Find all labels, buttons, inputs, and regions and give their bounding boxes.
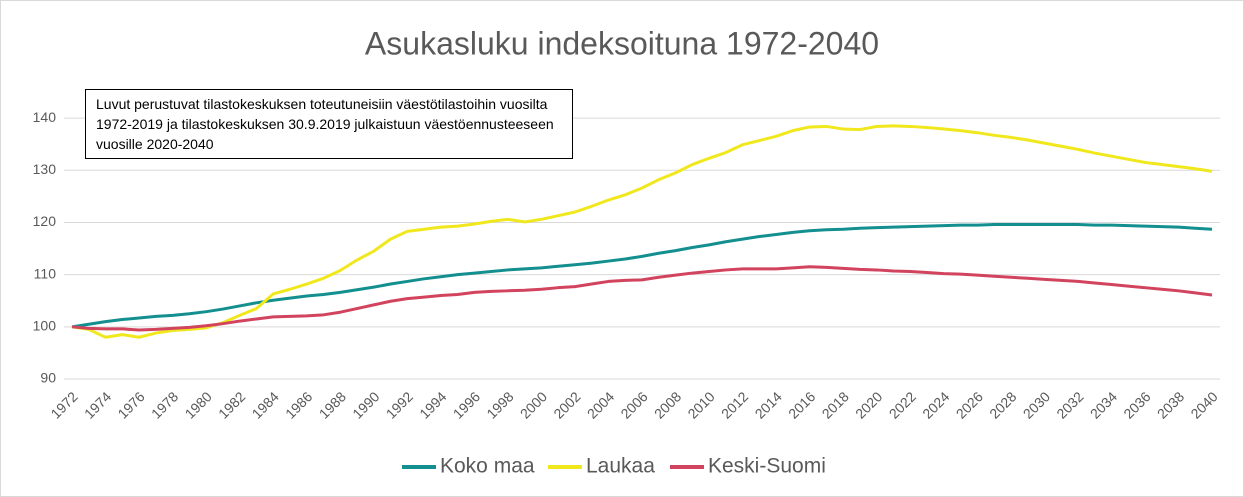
legend-label: Laukaa (586, 455, 655, 478)
legend-label: Keski-Suomi (708, 455, 826, 478)
series-line (71, 265, 1213, 332)
y-tick-label: 100 (33, 318, 57, 334)
chart-title: Asukasluku indeksoituna 1972-2040 (365, 25, 879, 61)
y-tick-label: 110 (34, 265, 57, 281)
series-line (71, 124, 1213, 339)
y-tick-label: 130 (33, 161, 57, 177)
annotation: Luvut perustuvat tilastokeskuksen toteut… (85, 89, 573, 159)
y-tick-label: 140 (33, 109, 57, 125)
y-tick-label: 90 (40, 370, 56, 386)
y-tick-label: 120 (33, 213, 57, 229)
legend-label: Koko maa (440, 455, 535, 478)
